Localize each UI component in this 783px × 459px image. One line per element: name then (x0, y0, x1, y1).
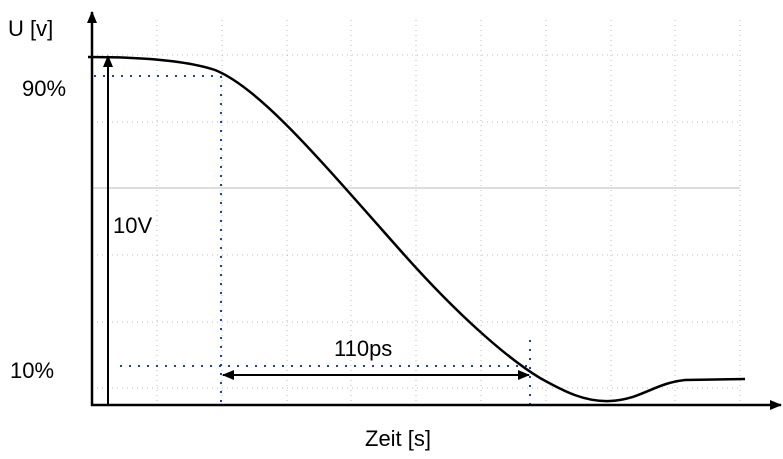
reference-lines (94, 75, 531, 405)
upper-level-label: 90% (22, 76, 66, 101)
y-axis-label: U [v] (8, 16, 53, 41)
amplitude-label: 10V (113, 213, 152, 238)
fall-time-label: 110ps (334, 336, 392, 361)
x-axis-label: Zeit [s] (365, 426, 431, 451)
waveform (87, 55, 746, 403)
grid (92, 20, 741, 405)
lower-level-label: 10% (10, 358, 54, 383)
